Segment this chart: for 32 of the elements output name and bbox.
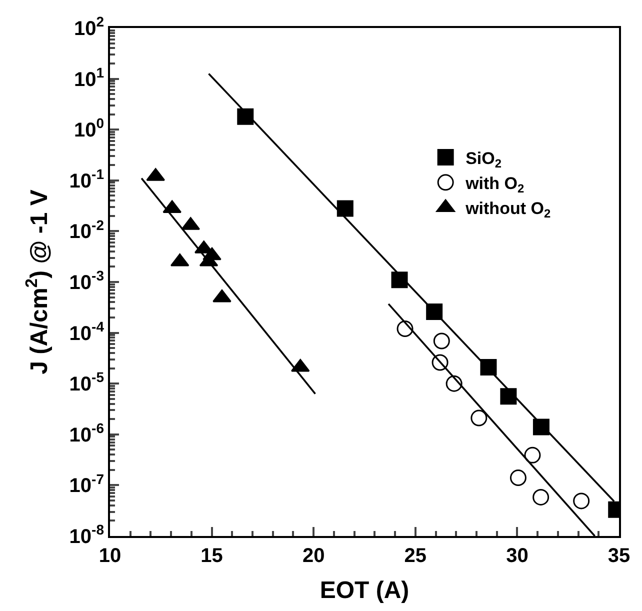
- point: [532, 488, 550, 506]
- x-tick-label: 20: [302, 545, 325, 567]
- y-tick-label: 10$^{2}$: [74, 14, 104, 40]
- x-axis-title: EOT (A): [320, 576, 410, 604]
- y-tick-label: 10$^{1}$: [74, 64, 104, 91]
- point: [212, 289, 232, 302]
- x-tick-label: 15: [200, 545, 223, 567]
- point: [433, 332, 450, 350]
- legend-label: SiO$_{2}$: [466, 148, 502, 171]
- y-tick-label: 10$^{-7}$: [69, 470, 104, 498]
- x-tick-label: 25: [404, 545, 427, 567]
- point: [573, 492, 590, 510]
- legend-label: without O$_{2}$: [464, 199, 551, 221]
- y-tick-label: 10$^{-2}$: [69, 216, 104, 244]
- x-tick-label: 30: [506, 545, 528, 567]
- y-tick-label: 10$^{0}$: [74, 115, 104, 142]
- y-tick-label: 10$^{-1}$: [69, 166, 104, 192]
- y-tick-label: 10$^{-4}$: [69, 318, 104, 345]
- y-tick-label: 10$^{-8}$: [69, 522, 104, 548]
- y-tick-label: 10$^{-5}$: [69, 369, 104, 396]
- legend-label: with O$_{2}$: [464, 174, 525, 196]
- point: [396, 320, 414, 338]
- point: [524, 446, 541, 464]
- x-tick-label: 10: [98, 545, 122, 567]
- x-tick-label: 35: [608, 545, 630, 567]
- y-tick-label: 10$^{-3}$: [69, 268, 104, 294]
- point: [446, 375, 462, 392]
- point: [500, 388, 517, 405]
- point: [432, 354, 448, 371]
- point: [510, 470, 526, 486]
- point: [470, 410, 488, 426]
- y-tick-label: 10$^{-6}$: [69, 420, 104, 446]
